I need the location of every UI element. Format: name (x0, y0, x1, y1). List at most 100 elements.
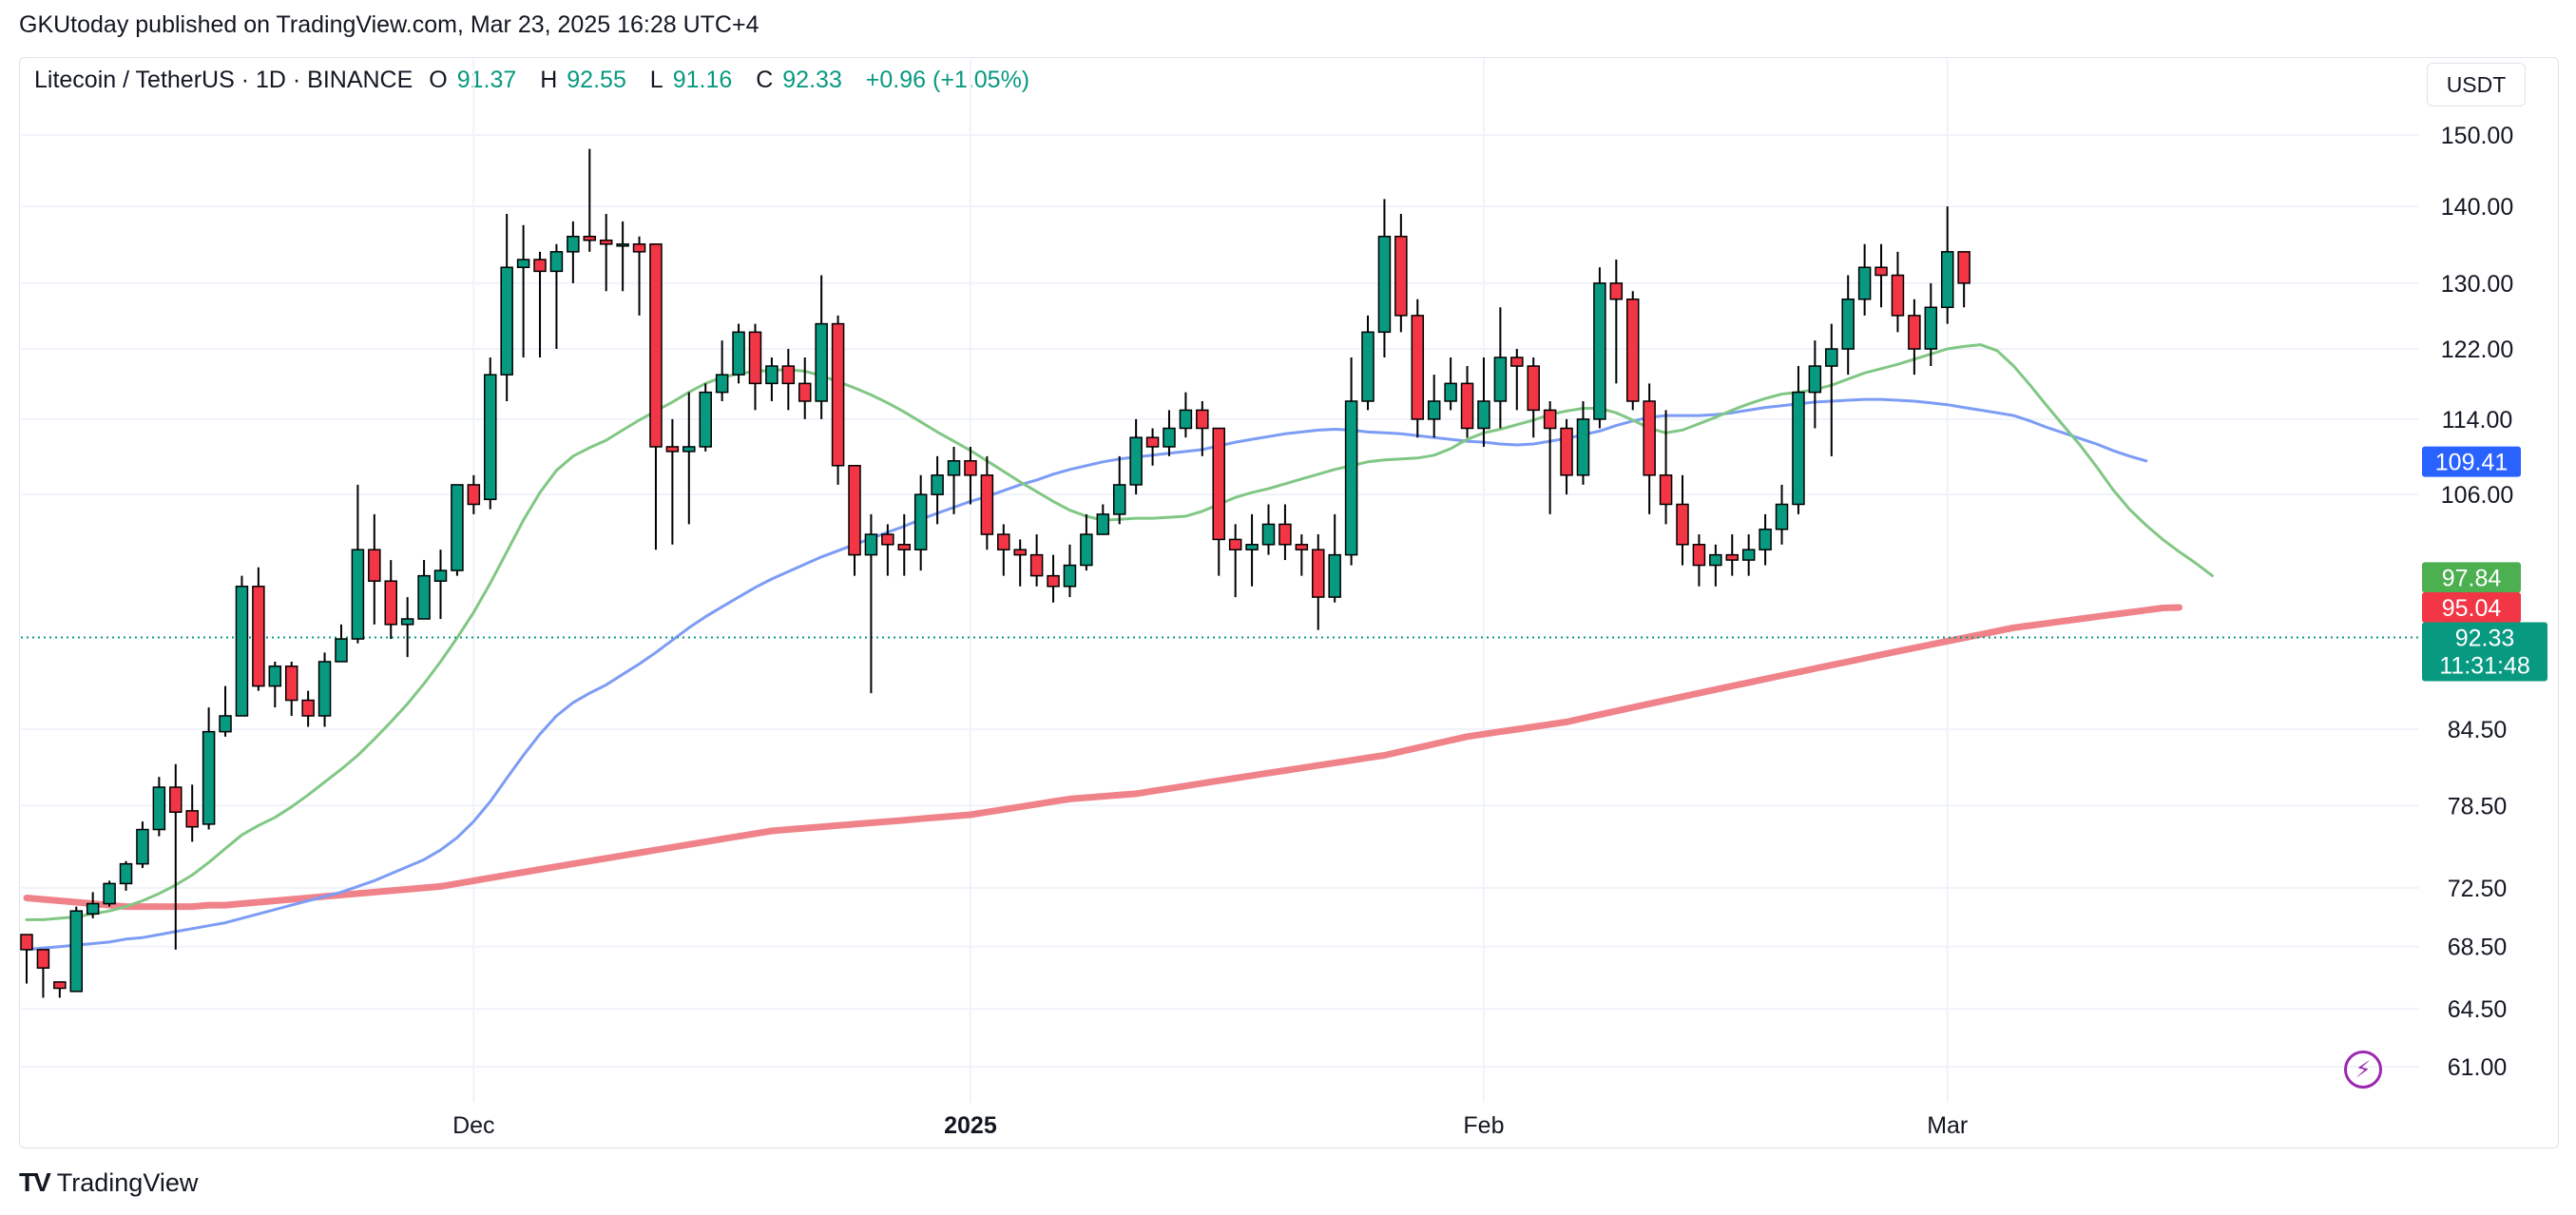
candle-body (1775, 503, 1789, 530)
candle-body (1295, 544, 1309, 550)
candle-body (152, 786, 166, 831)
candle-body (980, 474, 994, 535)
chart-frame (19, 57, 2559, 1148)
ma-slow-line (23, 604, 2183, 911)
y-tick-label: 78.50 (2448, 793, 2508, 820)
candle-body (1493, 357, 1508, 402)
candle-body (1377, 235, 1392, 334)
price-tag-bg (2422, 592, 2521, 624)
candle-body (583, 235, 597, 241)
symbol-legend: Litecoin / TetherUS · 1D · BINANCE O 91.3… (34, 67, 1047, 94)
candle-body (268, 665, 282, 687)
candle-body (1477, 400, 1490, 430)
candle-body (1940, 251, 1954, 309)
candle-body (1957, 251, 1970, 284)
candle-body (616, 243, 629, 247)
candle-body (1394, 235, 1408, 317)
price-tag-bg (2422, 446, 2521, 477)
y-tick-label: 64.50 (2448, 996, 2508, 1023)
candle-body (1080, 533, 1093, 567)
candle-body (881, 533, 894, 546)
price-tag-label: 97.84 (2442, 565, 2502, 591)
currency-button[interactable]: USDT (2427, 63, 2526, 106)
candle-body (632, 243, 646, 253)
candle-body (1112, 484, 1126, 515)
candle-body (119, 862, 133, 885)
tradingview-brand[interactable]: TV TradingView (19, 1167, 198, 1198)
candle-body (649, 243, 663, 448)
high-value: 92.55 (567, 67, 626, 93)
y-tick-label: 72.50 (2448, 876, 2508, 902)
candle-body (335, 638, 348, 663)
candle-body (1328, 553, 1341, 598)
open-value: 91.37 (456, 67, 517, 93)
candle-body (549, 251, 564, 273)
y-tick-label: 61.00 (2448, 1054, 2508, 1081)
candle-body (136, 828, 149, 865)
candle-body (351, 549, 365, 640)
candle-body (169, 786, 183, 813)
candle-body (715, 374, 729, 394)
candle-body (516, 259, 530, 268)
low-label: L (649, 67, 663, 93)
candle-body (467, 484, 481, 506)
candle-body (567, 235, 580, 253)
candle-body (1692, 544, 1706, 567)
candle-body (1196, 409, 1209, 430)
y-tick-label: 84.50 (2448, 717, 2508, 743)
candle-body (69, 910, 84, 993)
candle-body (36, 949, 50, 969)
candle-body (997, 533, 1010, 550)
candle-body (284, 665, 298, 702)
ma-mid-line (25, 397, 2148, 952)
price-tag-label: 95.04 (2442, 595, 2502, 622)
candle-body (1857, 266, 1872, 300)
candle-body (1427, 400, 1441, 420)
candle-body (1411, 315, 1425, 420)
candle-body (1312, 549, 1325, 598)
change-value: +0.96 (+1.05%) (865, 67, 1030, 93)
candle-body (1261, 523, 1276, 546)
high-label: H (540, 67, 558, 93)
candle-body (1047, 574, 1060, 588)
low-value: 91.16 (672, 67, 733, 93)
candle-body (1361, 331, 1375, 402)
price-tag-label: 92.33 (2455, 626, 2515, 652)
candle-body (682, 446, 696, 453)
candle-body (417, 574, 431, 620)
candle-body (1709, 553, 1722, 567)
y-tick-label: 150.00 (2441, 123, 2513, 149)
symbol-name[interactable]: Litecoin / TetherUS · 1D · BINANCE (34, 67, 413, 93)
candle-body (599, 239, 613, 245)
candle-body (864, 533, 878, 556)
candle-body (1625, 298, 1640, 402)
y-tick-label: 114.00 (2442, 407, 2513, 434)
tradingview-logo-icon: TV (19, 1167, 51, 1197)
candle-body (1891, 274, 1905, 317)
candle-body (931, 474, 944, 495)
y-tick-label: 140.00 (2441, 194, 2513, 221)
candle-body (1924, 306, 1938, 350)
candle-body (484, 374, 497, 501)
candle-body (400, 618, 414, 626)
close-label: C (756, 67, 774, 93)
candle-body (699, 391, 712, 448)
candle-body (1527, 365, 1540, 412)
candle-body (781, 365, 796, 385)
candle-body (1725, 553, 1740, 561)
price-tag-bg (2422, 622, 2547, 682)
candle-body (1096, 513, 1110, 535)
lightning-icon[interactable]: ⚡ (2344, 1051, 2382, 1089)
candle-body (533, 259, 547, 273)
candle-body (20, 934, 33, 951)
candle-body (1808, 365, 1822, 394)
y-tick-label: 130.00 (2441, 271, 2513, 298)
x-tick-label: Mar (1927, 1112, 1968, 1139)
candle-body (1676, 503, 1689, 546)
open-label: O (429, 67, 448, 93)
candle-body (1510, 357, 1524, 367)
candle-body (202, 730, 216, 825)
candle-body (1593, 282, 1606, 420)
candle-body (831, 322, 845, 467)
